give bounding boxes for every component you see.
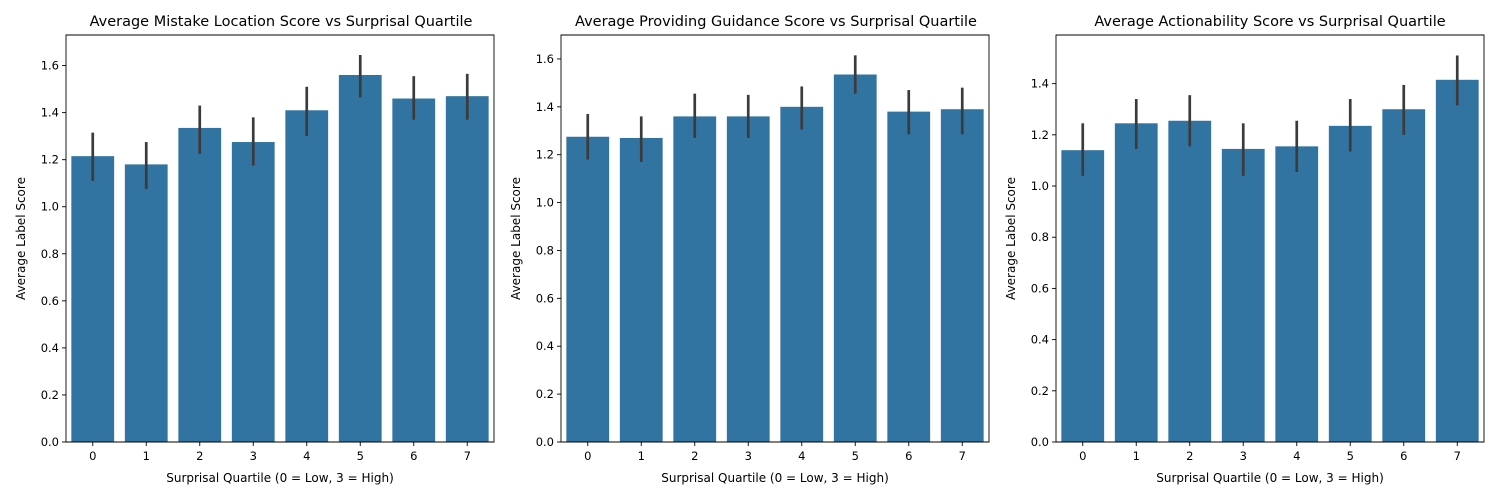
ticks-layer: 0 1 2 3 4 5 6 7 0.0 0.2 0.4 0.6 0.8 1.0 1.2 1.4 1.6 xyxy=(536,52,966,463)
y-axis-label: Average Label Score xyxy=(509,177,523,300)
y-tick-label: 0.4 xyxy=(536,339,554,353)
bar-3 xyxy=(231,142,275,443)
bar-6 xyxy=(392,98,436,443)
ticks-layer: 0 1 2 3 4 5 6 7 0.0 0.2 0.4 0.6 0.8 1.0 1.2 1.4 xyxy=(1031,77,1461,463)
y-tick-label: 0.0 xyxy=(1031,435,1049,449)
bar-2 xyxy=(178,127,222,443)
x-tick-label: 2 xyxy=(1186,449,1193,463)
y-tick-label: 1.4 xyxy=(536,100,554,114)
bar-0 xyxy=(566,136,610,442)
bar-7 xyxy=(445,96,489,443)
bars-layer xyxy=(1061,55,1479,443)
y-tick-label: 1.2 xyxy=(41,153,59,167)
y-tick-label: 0.8 xyxy=(536,243,554,257)
x-tick-label: 2 xyxy=(196,449,203,463)
x-tick-label: 5 xyxy=(1347,449,1354,463)
y-tick-label: 0.2 xyxy=(41,388,59,402)
bar-7 xyxy=(1435,79,1479,443)
y-tick-label: 1.6 xyxy=(41,59,59,73)
x-tick-label: 6 xyxy=(410,449,417,463)
bar-5 xyxy=(1328,125,1372,443)
bar-0 xyxy=(71,156,115,442)
x-tick-label: 4 xyxy=(303,449,310,463)
y-axis-label: Average Label Score xyxy=(1004,177,1018,300)
chart-title: Average Providing Guidance Score vs Surp… xyxy=(575,14,977,30)
chart-panel-mistake-location: Average Mistake Location Score vs Surpri… xyxy=(14,14,495,485)
bar-4 xyxy=(1275,146,1319,442)
axes-frame xyxy=(560,34,990,443)
y-tick-label: 0.2 xyxy=(1031,384,1049,398)
chart-title: Average Mistake Location Score vs Surpri… xyxy=(90,14,473,30)
y-tick-label: 1.0 xyxy=(1031,179,1049,193)
y-tick-label: 0.4 xyxy=(1031,333,1049,347)
x-tick-label: 0 xyxy=(1079,449,1086,463)
x-tick-label: 6 xyxy=(1400,449,1407,463)
x-tick-label: 7 xyxy=(1454,449,1461,463)
y-tick-label: 1.2 xyxy=(1031,128,1049,142)
x-axis-label: Surprisal Quartile (0 = Low, 3 = High) xyxy=(661,471,889,485)
x-tick-label: 5 xyxy=(852,449,859,463)
y-tick-label: 0.6 xyxy=(1031,281,1049,295)
x-tick-label: 3 xyxy=(250,449,257,463)
x-axis-label: Surprisal Quartile (0 = Low, 3 = High) xyxy=(1156,471,1384,485)
y-tick-label: 1.0 xyxy=(41,200,59,214)
y-tick-label: 1.6 xyxy=(536,52,554,66)
y-axis-label: Average Label Score xyxy=(14,177,28,300)
y-tick-label: 1.0 xyxy=(536,196,554,210)
x-tick-label: 1 xyxy=(1133,449,1140,463)
y-tick-label: 0.0 xyxy=(41,435,59,449)
bar-4 xyxy=(285,110,329,442)
bar-2 xyxy=(673,116,717,443)
bar-5 xyxy=(338,74,382,443)
y-tick-label: 1.4 xyxy=(1031,77,1049,91)
x-tick-label: 6 xyxy=(905,449,912,463)
y-tick-label: 0.4 xyxy=(41,341,59,355)
bars-layer xyxy=(566,55,984,443)
x-tick-label: 1 xyxy=(143,449,150,463)
bar-6 xyxy=(1382,109,1426,442)
y-tick-label: 1.4 xyxy=(41,106,59,120)
y-tick-label: 0.2 xyxy=(536,387,554,401)
axes-frame xyxy=(65,34,495,443)
x-tick-label: 5 xyxy=(357,449,364,463)
chart-panel-actionability: Average Actionability Score vs Surprisal… xyxy=(1004,14,1485,485)
x-tick-label: 4 xyxy=(798,449,805,463)
bar-1 xyxy=(1114,123,1158,442)
x-tick-label: 4 xyxy=(1293,449,1300,463)
bar-7 xyxy=(940,109,984,442)
bar-6 xyxy=(887,111,931,443)
bar-3 xyxy=(726,116,770,443)
axes-frame xyxy=(1055,34,1485,443)
bar-5 xyxy=(833,74,877,442)
bar-3 xyxy=(1221,148,1265,442)
x-axis-label: Surprisal Quartile (0 = Low, 3 = High) xyxy=(166,471,394,485)
bar-2 xyxy=(1168,120,1212,442)
y-tick-label: 0.6 xyxy=(41,294,59,308)
bar-4 xyxy=(780,106,824,442)
bar-0 xyxy=(1061,150,1105,442)
bars-layer xyxy=(71,55,489,443)
x-tick-label: 2 xyxy=(691,449,698,463)
chart-title: Average Actionability Score vs Surprisal… xyxy=(1094,14,1445,30)
x-tick-label: 1 xyxy=(638,449,645,463)
bar-1 xyxy=(124,164,168,442)
x-tick-label: 0 xyxy=(584,449,591,463)
y-tick-label: 0.8 xyxy=(1031,230,1049,244)
ticks-layer: 0 1 2 3 4 5 6 7 0.0 0.2 0.4 0.6 0.8 1.0 1.2 1.4 1.6 xyxy=(41,59,471,463)
x-tick-label: 3 xyxy=(745,449,752,463)
y-tick-label: 0.6 xyxy=(536,291,554,305)
chart-panel-providing-guidance: Average Providing Guidance Score vs Surp… xyxy=(509,14,990,485)
x-tick-label: 3 xyxy=(1240,449,1247,463)
bar-1 xyxy=(619,137,663,442)
y-tick-label: 0.0 xyxy=(536,435,554,449)
x-tick-label: 0 xyxy=(89,449,96,463)
y-tick-label: 1.2 xyxy=(536,148,554,162)
x-tick-label: 7 xyxy=(959,449,966,463)
y-tick-label: 0.8 xyxy=(41,247,59,261)
x-tick-label: 7 xyxy=(464,449,471,463)
